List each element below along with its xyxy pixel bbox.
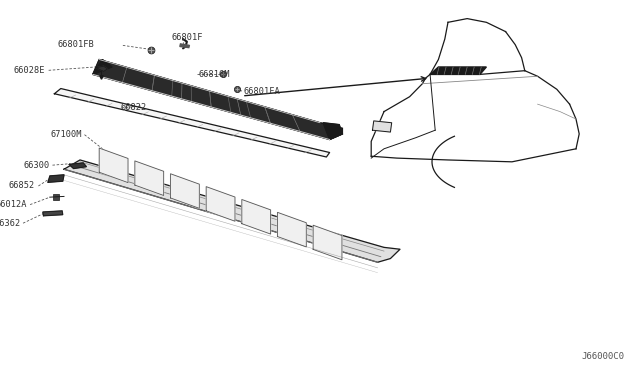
Text: 66816M: 66816M: [198, 70, 230, 79]
Polygon shape: [180, 44, 189, 48]
Polygon shape: [69, 163, 86, 169]
Polygon shape: [135, 161, 164, 195]
Polygon shape: [242, 199, 271, 234]
Polygon shape: [170, 174, 199, 208]
Polygon shape: [96, 66, 108, 71]
Text: 66822: 66822: [120, 103, 147, 112]
Text: J66000C0: J66000C0: [581, 352, 624, 361]
Text: 66852: 66852: [9, 182, 35, 190]
Polygon shape: [323, 123, 342, 140]
Text: 66028E: 66028E: [13, 66, 45, 75]
Text: 66362: 66362: [0, 219, 20, 228]
Text: 67100M: 67100M: [51, 130, 82, 139]
Polygon shape: [372, 121, 392, 132]
Polygon shape: [313, 225, 342, 260]
Polygon shape: [48, 175, 64, 182]
Polygon shape: [206, 187, 235, 221]
Polygon shape: [430, 67, 486, 74]
Text: 66801F: 66801F: [172, 33, 203, 42]
Polygon shape: [278, 212, 307, 247]
Polygon shape: [64, 160, 400, 262]
Text: 66801FA: 66801FA: [243, 87, 280, 96]
Polygon shape: [99, 148, 128, 183]
Polygon shape: [43, 211, 63, 216]
Polygon shape: [93, 60, 112, 74]
Polygon shape: [54, 89, 330, 157]
Text: 66801FB: 66801FB: [58, 40, 95, 49]
Text: 66300: 66300: [24, 161, 50, 170]
Text: 66012A: 66012A: [0, 200, 27, 209]
Polygon shape: [93, 60, 342, 140]
